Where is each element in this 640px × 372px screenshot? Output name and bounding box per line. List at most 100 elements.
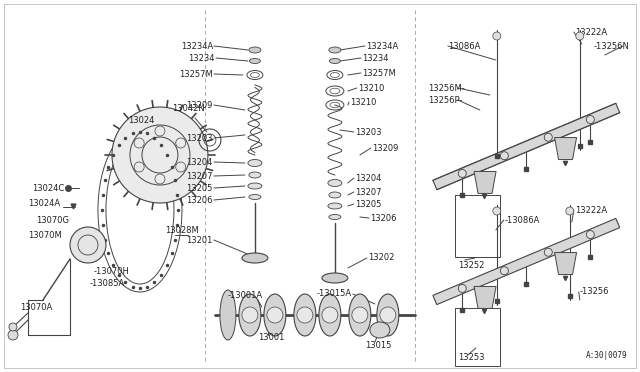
- FancyBboxPatch shape: [4, 4, 636, 368]
- Text: 13205: 13205: [186, 183, 213, 192]
- Ellipse shape: [328, 180, 342, 186]
- Ellipse shape: [249, 195, 261, 199]
- Ellipse shape: [239, 294, 261, 336]
- Text: 13204: 13204: [186, 157, 213, 167]
- Ellipse shape: [322, 273, 348, 283]
- Ellipse shape: [370, 322, 390, 338]
- Text: -13256: -13256: [580, 288, 609, 296]
- Text: 13257M: 13257M: [362, 68, 396, 77]
- Text: 13210: 13210: [350, 97, 376, 106]
- Ellipse shape: [250, 58, 260, 64]
- Text: 13234: 13234: [188, 54, 215, 62]
- Circle shape: [544, 248, 552, 256]
- Text: 13206: 13206: [186, 196, 213, 205]
- Ellipse shape: [249, 47, 261, 53]
- Circle shape: [322, 307, 338, 323]
- Text: 13042N: 13042N: [172, 103, 205, 112]
- Ellipse shape: [329, 47, 341, 53]
- Ellipse shape: [330, 58, 340, 64]
- Text: 13234: 13234: [362, 54, 388, 62]
- Text: 13024A: 13024A: [28, 199, 60, 208]
- Ellipse shape: [248, 183, 262, 189]
- Text: -13015A: -13015A: [317, 289, 352, 298]
- Text: 13001: 13001: [258, 334, 284, 343]
- Text: 13028M: 13028M: [165, 225, 198, 234]
- Circle shape: [493, 207, 501, 215]
- Polygon shape: [555, 138, 577, 160]
- Polygon shape: [433, 103, 620, 190]
- Text: 13210: 13210: [358, 83, 384, 93]
- Text: 13252: 13252: [458, 260, 484, 269]
- Text: 13253: 13253: [458, 353, 484, 362]
- Circle shape: [544, 133, 552, 141]
- Ellipse shape: [242, 253, 268, 263]
- Text: 13205: 13205: [355, 199, 381, 208]
- Text: 13257M: 13257M: [179, 70, 213, 78]
- Text: 13024C: 13024C: [32, 183, 64, 192]
- Text: 13070A: 13070A: [20, 304, 52, 312]
- Polygon shape: [474, 286, 496, 308]
- Ellipse shape: [294, 294, 316, 336]
- Text: -13001A: -13001A: [228, 292, 263, 301]
- Text: 13204: 13204: [355, 173, 381, 183]
- Circle shape: [352, 307, 368, 323]
- Circle shape: [112, 107, 208, 203]
- Text: 13086A: 13086A: [448, 42, 480, 51]
- Text: 13207: 13207: [355, 187, 381, 196]
- Ellipse shape: [329, 215, 341, 219]
- Text: 13070G: 13070G: [36, 215, 69, 224]
- Text: 13203: 13203: [355, 128, 381, 137]
- Ellipse shape: [220, 290, 236, 340]
- Text: 13070M: 13070M: [28, 231, 61, 240]
- Circle shape: [576, 32, 584, 40]
- Text: 13234A: 13234A: [180, 42, 213, 51]
- Ellipse shape: [248, 160, 262, 167]
- Text: 13202: 13202: [368, 253, 394, 263]
- Ellipse shape: [249, 172, 261, 178]
- Text: -13085A: -13085A: [90, 279, 125, 289]
- Circle shape: [586, 231, 595, 238]
- Text: 13256M-: 13256M-: [428, 83, 465, 93]
- Text: 13209: 13209: [186, 100, 213, 109]
- Text: 13222A: 13222A: [575, 28, 607, 36]
- Circle shape: [8, 330, 18, 340]
- Text: 13201: 13201: [186, 235, 213, 244]
- Ellipse shape: [377, 294, 399, 336]
- Circle shape: [458, 170, 467, 177]
- Text: 13203: 13203: [186, 134, 213, 142]
- Circle shape: [566, 207, 574, 215]
- Polygon shape: [433, 218, 620, 305]
- Ellipse shape: [329, 192, 341, 198]
- Ellipse shape: [264, 294, 286, 336]
- Text: 13206: 13206: [370, 214, 396, 222]
- Circle shape: [267, 307, 283, 323]
- Text: -13070H: -13070H: [94, 267, 130, 276]
- Circle shape: [297, 307, 313, 323]
- Text: A:30|0079: A:30|0079: [586, 351, 628, 360]
- Text: 13024: 13024: [128, 115, 154, 125]
- Circle shape: [458, 285, 467, 292]
- FancyBboxPatch shape: [455, 195, 500, 257]
- Polygon shape: [474, 171, 496, 193]
- Polygon shape: [555, 253, 577, 275]
- Text: 13222A: 13222A: [575, 205, 607, 215]
- Ellipse shape: [349, 294, 371, 336]
- Ellipse shape: [319, 294, 341, 336]
- Circle shape: [586, 116, 595, 124]
- Circle shape: [500, 152, 508, 160]
- Ellipse shape: [328, 203, 342, 209]
- Circle shape: [242, 307, 258, 323]
- Circle shape: [493, 32, 501, 40]
- Text: 13015: 13015: [365, 340, 391, 350]
- Text: -13086A: -13086A: [505, 215, 540, 224]
- Text: 13256P-: 13256P-: [428, 96, 462, 105]
- Text: 13209: 13209: [372, 144, 398, 153]
- Circle shape: [9, 323, 17, 331]
- Text: 13234A: 13234A: [366, 42, 398, 51]
- FancyBboxPatch shape: [455, 308, 500, 366]
- Circle shape: [500, 267, 508, 275]
- Text: -13256N: -13256N: [594, 42, 630, 51]
- Ellipse shape: [70, 227, 106, 263]
- Text: 13207: 13207: [186, 171, 213, 180]
- Circle shape: [380, 307, 396, 323]
